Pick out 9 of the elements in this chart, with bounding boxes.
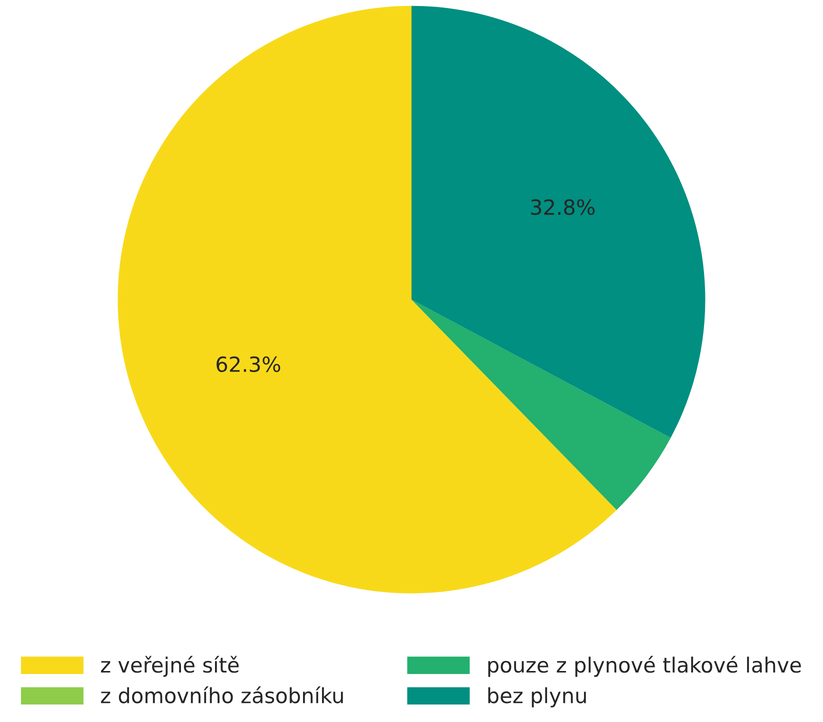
legend-label: z domovního zásobníku [101, 686, 343, 704]
pie-slice [412, 300, 671, 510]
legend-label: pouze z plynové tlakové lahve [488, 656, 801, 677]
pie-slice [118, 6, 617, 594]
pie-slice [412, 6, 706, 438]
data-label: 62.3% [216, 356, 280, 372]
legend-label: bez plynu [488, 687, 586, 708]
legend-label: z veřejné sítě [101, 656, 239, 677]
data-label: 32.8% [531, 199, 595, 216]
